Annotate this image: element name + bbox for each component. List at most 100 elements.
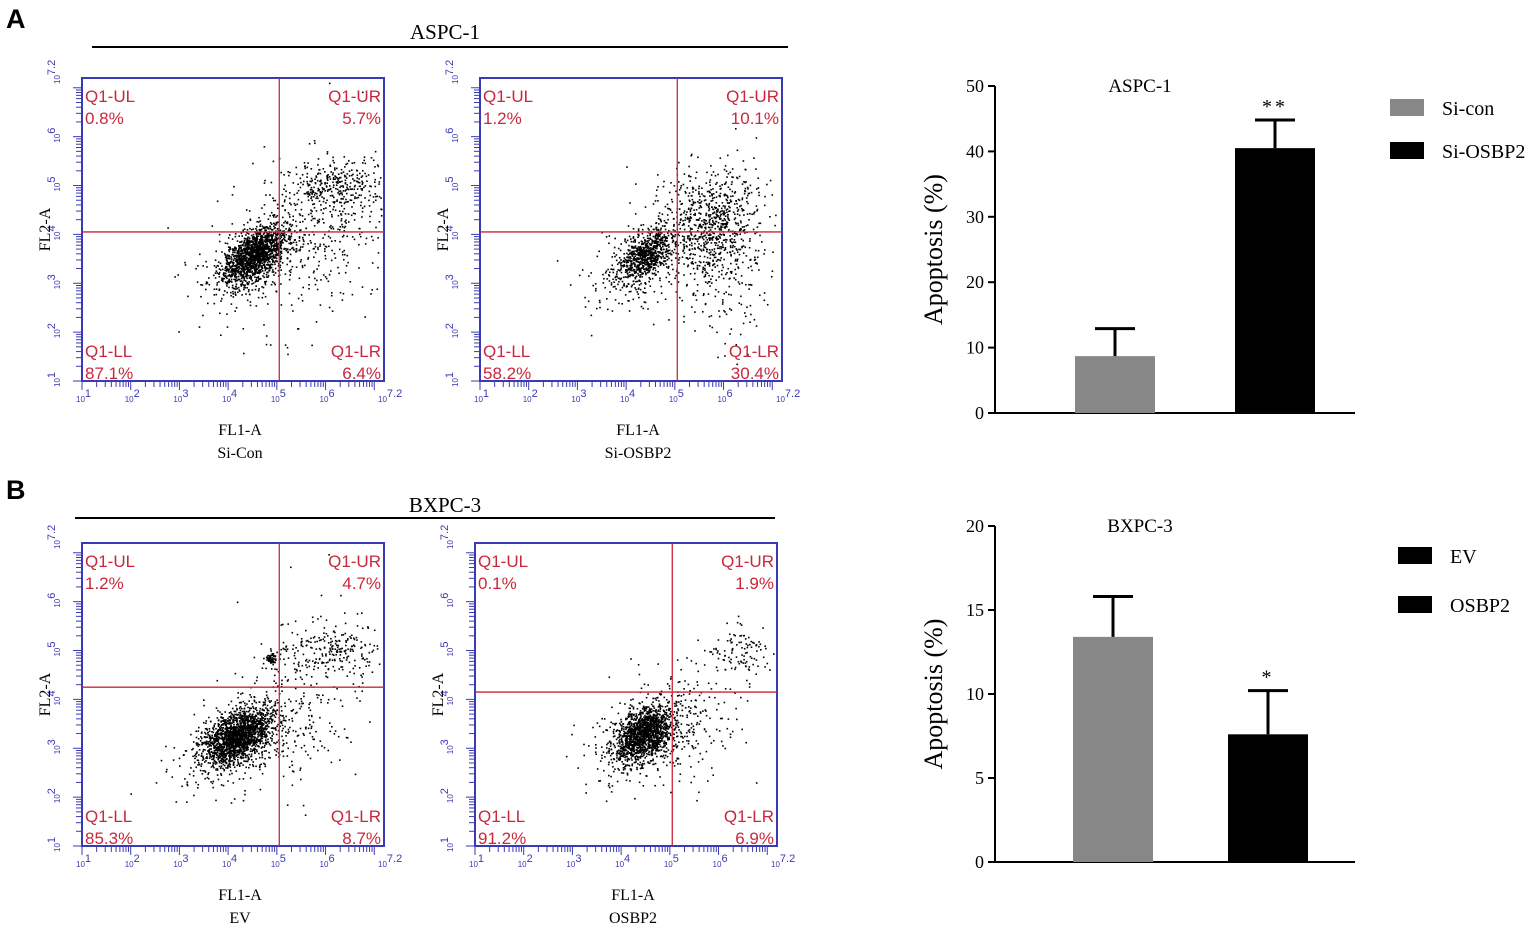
- event-dot: [228, 264, 230, 266]
- event-dot: [330, 228, 332, 230]
- event-dot: [334, 169, 336, 171]
- event-dot: [250, 264, 252, 266]
- event-dot: [228, 262, 230, 264]
- event-dot: [663, 257, 665, 259]
- event-dot: [595, 288, 597, 290]
- event-dot: [630, 258, 632, 260]
- x-tick-label: 106: [718, 388, 733, 404]
- event-dot: [605, 272, 607, 274]
- event-dot: [705, 235, 707, 237]
- event-dot: [614, 286, 616, 288]
- event-dot: [262, 244, 264, 246]
- event-dot: [259, 261, 261, 263]
- event-dot: [263, 227, 265, 229]
- event-dot: [662, 246, 664, 248]
- event-dot: [656, 195, 658, 197]
- event-dot: [205, 261, 207, 263]
- event-dot: [753, 213, 755, 215]
- event-dot: [650, 238, 652, 240]
- event-dot: [372, 262, 374, 264]
- event-dot: [645, 272, 647, 274]
- event-dot: [692, 258, 694, 260]
- event-dot: [631, 241, 633, 243]
- event-dot: [229, 255, 231, 257]
- event-dot: [722, 264, 724, 266]
- event-dot: [629, 310, 631, 312]
- event-dot: [737, 251, 739, 253]
- event-dot: [241, 248, 243, 250]
- event-dot: [770, 180, 772, 182]
- event-dot: [300, 187, 302, 189]
- event-dot: [616, 260, 618, 262]
- event-dot: [251, 235, 253, 237]
- event-dot: [235, 288, 237, 290]
- event-dot: [731, 273, 733, 275]
- event-dot: [364, 197, 366, 199]
- event-dot: [756, 325, 758, 327]
- event-dot: [214, 289, 216, 291]
- event-dot: [248, 281, 250, 283]
- event-dot: [735, 128, 737, 130]
- event-dot: [330, 165, 332, 167]
- event-dot: [319, 169, 321, 171]
- event-dot: [358, 267, 360, 269]
- event-dot: [313, 248, 315, 250]
- event-dot: [712, 188, 714, 190]
- event-dot: [336, 184, 338, 186]
- event-dot: [662, 225, 664, 227]
- event-dot: [225, 273, 227, 275]
- event-dot: [718, 205, 720, 207]
- event-dot: [340, 202, 342, 204]
- event-dot: [225, 281, 227, 283]
- event-dot: [733, 212, 735, 214]
- event-dot: [285, 196, 287, 198]
- event-dot: [334, 201, 336, 203]
- event-dot: [667, 272, 669, 274]
- event-dot: [327, 190, 329, 192]
- event-dot: [650, 266, 652, 268]
- event-dot: [297, 184, 299, 186]
- event-dot: [272, 250, 274, 252]
- event-dot: [258, 249, 260, 251]
- event-dot: [620, 250, 622, 252]
- event-dot: [712, 327, 714, 329]
- event-dot: [362, 286, 364, 288]
- event-dot: [747, 213, 749, 215]
- event-dot: [673, 252, 675, 254]
- event-dot: [298, 328, 300, 330]
- event-dot: [684, 173, 686, 175]
- event-dot: [269, 250, 271, 252]
- event-dot: [617, 284, 619, 286]
- event-dot: [275, 248, 277, 250]
- event-dot: [364, 316, 366, 318]
- event-dot: [269, 266, 271, 268]
- event-dot: [280, 252, 282, 254]
- event-dot: [669, 192, 671, 194]
- event-dot: [710, 254, 712, 256]
- event-dot: [748, 219, 750, 221]
- event-dot: [730, 263, 732, 265]
- event-dot: [350, 281, 352, 283]
- event-dot: [667, 256, 669, 258]
- event-dot: [250, 305, 252, 307]
- event-dot: [268, 228, 270, 230]
- event-dot: [375, 227, 377, 229]
- event-dot: [622, 265, 624, 267]
- event-dot: [243, 328, 245, 330]
- event-dot: [249, 242, 251, 244]
- event-dot: [652, 273, 654, 275]
- event-dot: [305, 168, 307, 170]
- event-dot: [735, 273, 737, 275]
- event-dot: [642, 257, 644, 259]
- y-tick-exponent: 3: [444, 274, 456, 280]
- event-dot: [645, 241, 647, 243]
- event-dot: [609, 291, 611, 293]
- event-dot: [241, 708, 243, 710]
- event-dot: [228, 271, 230, 273]
- event-dot: [641, 249, 643, 251]
- event-dot: [709, 281, 711, 283]
- event-dot: [380, 209, 382, 211]
- event-dot: [247, 271, 249, 273]
- event-dot: [691, 263, 693, 265]
- y-tick-label: 102: [46, 323, 62, 338]
